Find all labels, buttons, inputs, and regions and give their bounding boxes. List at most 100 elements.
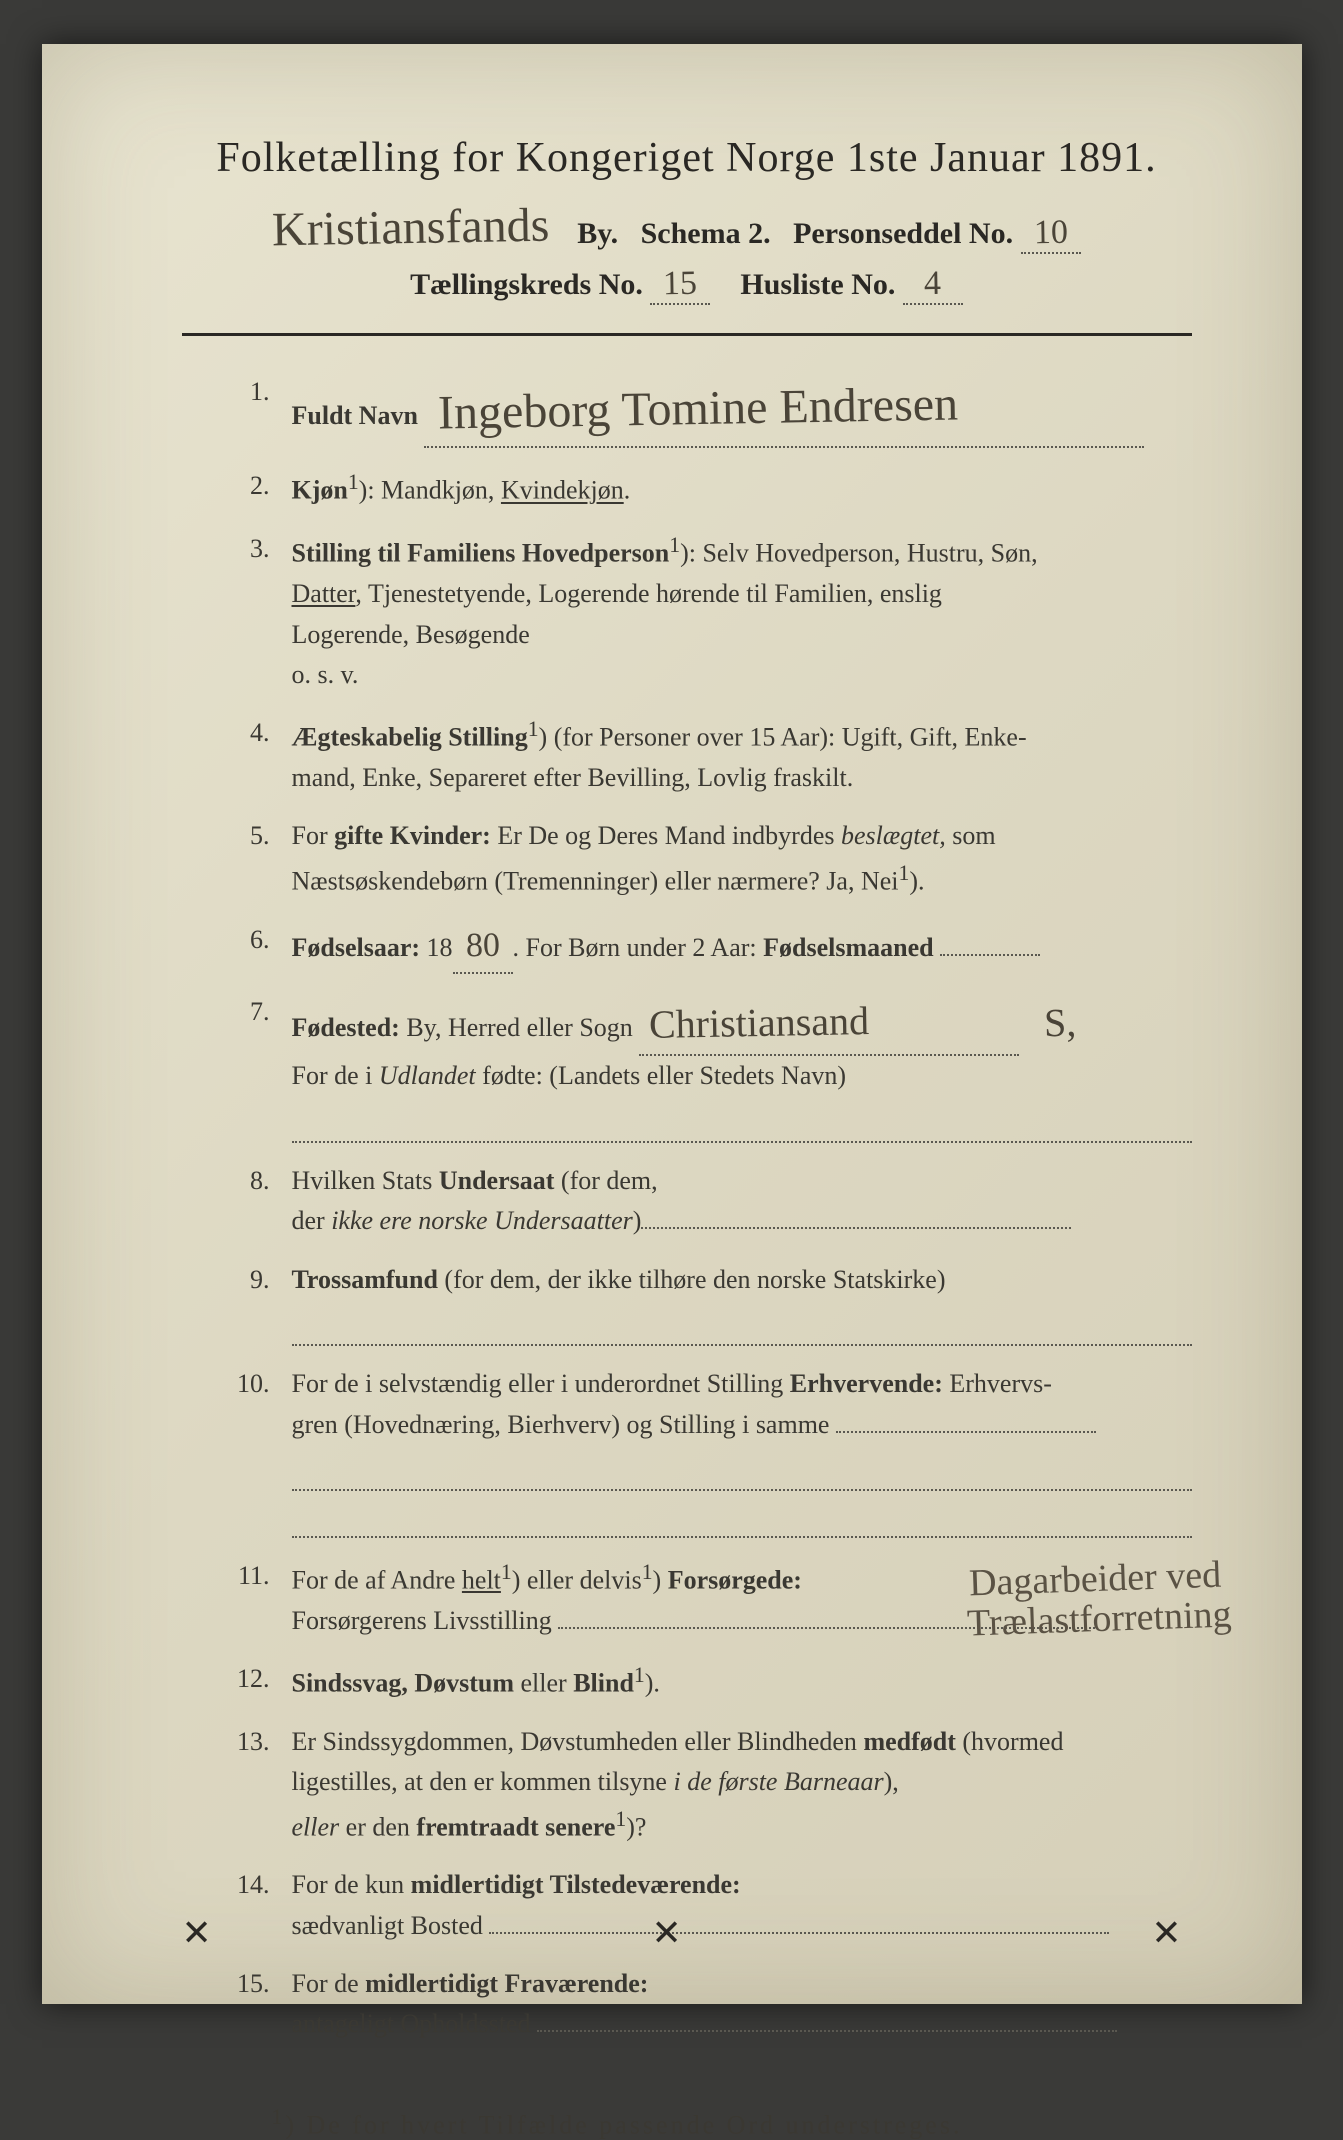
item-2: 2. Kjøn1): Mandkjøn, Kvindekjøn. [222, 466, 1192, 511]
corner-mark-icon: ✕ [652, 1912, 682, 1954]
item-body: For gifte Kvinder: Er De og Deres Mand i… [292, 816, 1192, 901]
dotted-line [641, 1227, 1071, 1229]
schema-label: Schema 2. [641, 217, 771, 250]
sup: 1 [272, 2105, 286, 2129]
dotted-line [489, 1932, 1109, 1934]
sup: 1 [528, 717, 539, 741]
text: Hvilken Stats [292, 1166, 439, 1195]
label: Fødested: [292, 1013, 400, 1042]
dotted-line [537, 2030, 1117, 2032]
dotted-line [292, 1501, 1192, 1537]
by-label: By. [577, 217, 618, 250]
text: : Selv Hovedperson, Hustru, Søn, [689, 539, 1038, 568]
header-line-3: Tællingskreds No. 15 Husliste No. 4 [182, 265, 1192, 305]
item-body: Fødested: By, Herred eller Sogn Christia… [292, 992, 1192, 1143]
item-num: 13. [222, 1722, 292, 1848]
name-handwritten: Ingeborg Tomine Endresen [438, 367, 959, 450]
name-field: Ingeborg Tomine Endresen [424, 372, 1144, 448]
suffix-handwritten: S, [1043, 992, 1076, 1055]
item-10: 10. For de i selvstændig eller i underor… [222, 1364, 1192, 1537]
dotted-line [292, 1455, 1192, 1491]
label: Kjøn [292, 476, 348, 505]
item-num: 3. [222, 529, 292, 695]
label: Fødselsmaaned [763, 933, 933, 962]
text: Næstsøskendebørn (Tremenninger) eller næ… [292, 866, 899, 895]
personseddel-value: 10 [1021, 214, 1081, 254]
underlined: helt [462, 1565, 501, 1594]
text: For de af Andre [292, 1565, 462, 1594]
text: ). [645, 1669, 660, 1698]
text: Er De og Deres Mand indbyrdes [491, 821, 841, 850]
item-num: 5. [222, 816, 292, 901]
item-4: 4. Ægteskabelig Stilling1) (for Personer… [222, 713, 1192, 798]
dotted-line [558, 1627, 1098, 1629]
label: gifte Kvinder: [334, 821, 491, 850]
item-7: 7. Fødested: By, Herred eller Sogn Chris… [222, 992, 1192, 1143]
item-body: For de midlertidigt Fraværende: antageli… [292, 1964, 1192, 2045]
year-field: 80 [453, 920, 513, 975]
item-body: Fuldt Navn Ingeborg Tomine Endresen [292, 372, 1192, 448]
text: Forsørgerens Livsstilling [292, 1606, 552, 1635]
label: Erhvervende: [790, 1369, 943, 1398]
text-italic: ikke ere norske Undersaatter [331, 1206, 633, 1235]
city-handwritten: Kristiansfands [272, 198, 550, 258]
item-body: Ægteskabelig Stilling1) (for Personer ov… [292, 713, 1192, 798]
item-num: 15. [222, 1964, 292, 2045]
footnote: 1) De for hvert Tilfælde passende Ord un… [182, 2105, 1192, 2140]
item-num: 6. [222, 920, 292, 975]
text: (for dem, der ikke tilhøre den norske St… [438, 1265, 946, 1294]
form-title: Folketælling for Kongeriget Norge 1ste J… [182, 134, 1192, 182]
items-list: 1. Fuldt Navn Ingeborg Tomine Endresen 2… [182, 372, 1192, 2045]
husliste-label: Husliste No. [740, 268, 895, 301]
item-num: 7. [222, 992, 292, 1143]
provider-handwritten-1: Dagarbeider ved [968, 1545, 1222, 1613]
item-body: Trossamfund (for dem, der ikke tilhøre d… [292, 1260, 1192, 1347]
sup: 1 [669, 533, 680, 557]
label: midlertidigt Fraværende: [365, 1969, 648, 1998]
text: o. s. v. [292, 660, 359, 689]
text: Erhvervs- [943, 1369, 1052, 1398]
item-num: 8. [222, 1161, 292, 1242]
item-body: Kjøn1): Mandkjøn, Kvindekjøn. [292, 466, 1192, 511]
text: For de kun [292, 1870, 411, 1899]
item-body: Stilling til Familiens Hovedperson1): Se… [292, 529, 1192, 695]
header-line-2: Kristiansfands By. Schema 2. Personsedde… [182, 200, 1192, 255]
item-13: 13. Er Sindssygdommen, Døvstumheden elle… [222, 1722, 1192, 1848]
dotted-line [292, 1310, 1192, 1346]
husliste-value: 4 [903, 265, 963, 305]
sup: 1 [348, 470, 359, 494]
sup: 1 [634, 1663, 645, 1687]
footnote-text: ) De for hvert Tilfælde passende Ord und… [285, 2110, 962, 2139]
item-num: 4. [222, 713, 292, 798]
dotted-line [836, 1431, 1096, 1433]
text: antageligt Opholdssted [292, 2009, 531, 2038]
item-8: 8. Hvilken Stats Undersaat (for dem, der… [222, 1161, 1192, 1242]
text: (for dem, [554, 1166, 657, 1195]
item-14: 14. For de kun midlertidigt Tilstedevære… [222, 1865, 1192, 1946]
text: 18 [420, 933, 453, 962]
text-italic: i de første Barneaar [673, 1767, 883, 1796]
sup: 1 [615, 1807, 626, 1831]
item-num: 1. [222, 372, 292, 448]
text: fødte: (Landets eller Stedets Navn) [476, 1061, 846, 1090]
item-num: 2. [222, 466, 292, 511]
provider-handwritten-2: Trælastforretning [966, 1585, 1232, 1653]
text: ) [653, 1565, 668, 1594]
text: eller [514, 1669, 573, 1698]
label: medfødt [863, 1727, 955, 1756]
text-italic: Udlandet [379, 1061, 476, 1090]
text: Logerende, Besøgende [292, 620, 530, 649]
personseddel-label: Personseddel No. [793, 217, 1013, 250]
text: For de [292, 1969, 366, 1998]
text: By, Herred eller Sogn [400, 1013, 633, 1042]
item-num: 11. [222, 1556, 292, 1641]
item-num: 14. [222, 1865, 292, 1946]
underlined-option: Datter [292, 579, 356, 608]
birthplace-field: Christiansand [639, 992, 1019, 1056]
text: )? [626, 1812, 646, 1841]
divider-rule [182, 333, 1192, 336]
item-5: 5. For gifte Kvinder: Er De og Deres Man… [222, 816, 1192, 901]
form-header: Folketælling for Kongeriget Norge 1ste J… [182, 134, 1192, 305]
sup: 1 [899, 861, 910, 885]
item-15: 15. For de midlertidigt Fraværende: anta… [222, 1964, 1192, 2045]
